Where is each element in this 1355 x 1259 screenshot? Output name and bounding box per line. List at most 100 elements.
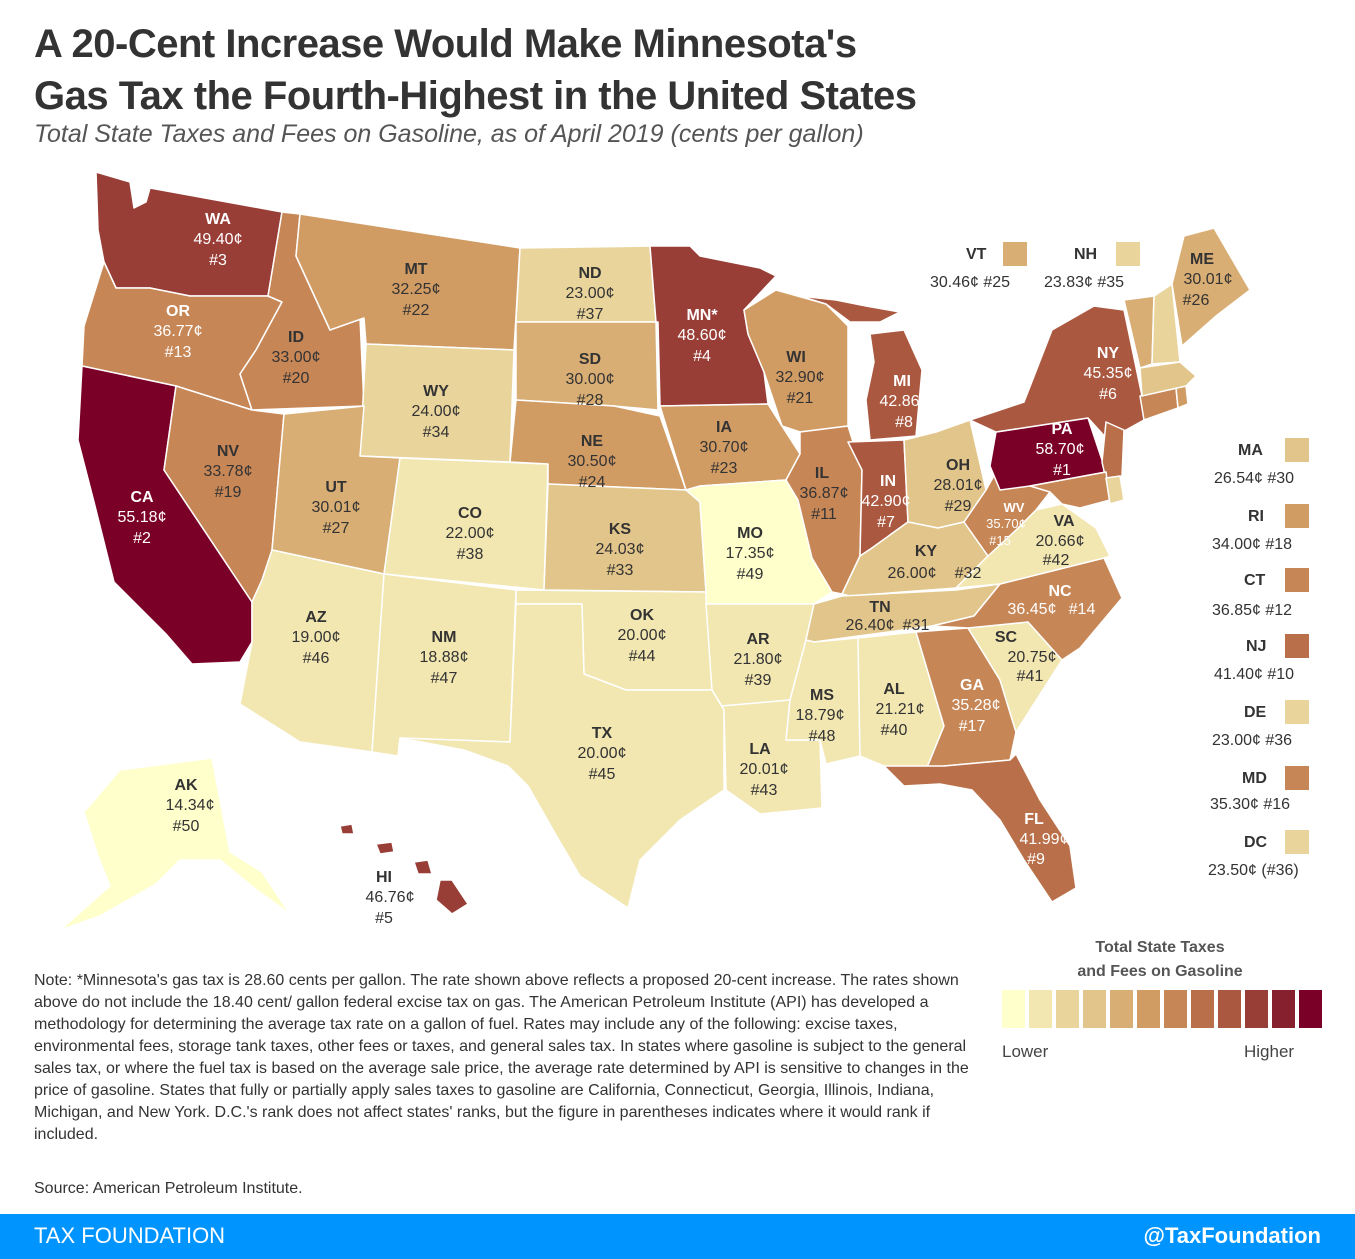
callout-dc-value: 23.50¢ (#36) <box>1208 862 1299 879</box>
footer-handle[interactable]: @TaxFoundation <box>1143 1223 1321 1248</box>
label-ut: UT 30.01¢ #27 <box>312 479 361 537</box>
legend-title: Total State Taxes and Fees on Gasoline <box>1000 936 1320 984</box>
svg-text:AK: AK <box>174 777 198 794</box>
svg-text:#8: #8 <box>895 414 913 431</box>
svg-text:NY: NY <box>1097 345 1120 362</box>
svg-text:#34: #34 <box>423 424 450 441</box>
svg-text:42.90¢: 42.90¢ <box>862 493 911 510</box>
legend-swatch-7 <box>1164 990 1187 1028</box>
label-az: AZ 19.00¢ #46 <box>292 609 341 667</box>
label-wy: WY 24.00¢ #34 <box>412 383 461 441</box>
legend-swatch-12 <box>1299 990 1322 1028</box>
svg-text:#2: #2 <box>133 530 151 547</box>
svg-text:PA: PA <box>1051 421 1072 438</box>
svg-text:36.45¢: 36.45¢ <box>1008 601 1057 618</box>
state-shape-wa[interactable] <box>95 171 283 297</box>
svg-text:#47: #47 <box>431 670 458 687</box>
state-shape-md[interactable] <box>1029 471 1111 509</box>
svg-text:#5: #5 <box>375 910 393 927</box>
svg-text:18.88¢: 18.88¢ <box>420 649 469 666</box>
label-wa: WA 49.40¢ #3 <box>194 211 243 269</box>
callout-nh-code: NH <box>1074 246 1098 263</box>
svg-text:32.90¢: 32.90¢ <box>776 369 825 386</box>
svg-text:55.18¢: 55.18¢ <box>118 509 167 526</box>
state-shape-sd[interactable] <box>515 321 659 411</box>
state-shape-hi-oahu[interactable] <box>375 841 395 855</box>
callout-md-swatch <box>1285 766 1309 790</box>
state-shape-hi-maui[interactable] <box>413 859 433 875</box>
svg-text:20.00¢: 20.00¢ <box>578 745 627 762</box>
legend-swatch-2 <box>1029 990 1052 1028</box>
svg-text:AL: AL <box>883 681 905 698</box>
svg-text:NV: NV <box>217 443 240 460</box>
state-shape-hi[interactable] <box>435 879 469 915</box>
callout-vt-code: VT <box>966 246 987 263</box>
state-shape-tx[interactable] <box>399 603 725 909</box>
callout-nj-code: NJ <box>1246 638 1267 655</box>
svg-text:35.28¢: 35.28¢ <box>952 697 1001 714</box>
svg-text:AZ: AZ <box>305 609 327 626</box>
svg-text:14.34¢: 14.34¢ <box>166 797 215 814</box>
svg-text:#4: #4 <box>693 348 711 365</box>
state-shape-mi-up[interactable] <box>799 295 901 323</box>
state-shape-ak[interactable] <box>59 757 291 931</box>
callout-md-code: MD <box>1242 770 1267 787</box>
svg-text:AR: AR <box>746 631 770 648</box>
svg-text:33.78¢: 33.78¢ <box>204 463 253 480</box>
chart-title: A 20-Cent Increase Would Make Minnesota'… <box>34 18 917 122</box>
svg-text:58.70¢: 58.70¢ <box>1036 441 1085 458</box>
svg-text:#40: #40 <box>881 722 908 739</box>
svg-text:24.03¢: 24.03¢ <box>596 541 645 558</box>
state-shape-me[interactable] <box>1171 227 1251 347</box>
label-ky: KY 26.00¢ #32 <box>888 543 982 582</box>
svg-text:20.01¢: 20.01¢ <box>740 761 789 778</box>
svg-text:GA: GA <box>960 677 984 694</box>
label-ms: MS 18.79¢ #48 <box>796 687 845 745</box>
svg-text:IL: IL <box>815 465 829 482</box>
label-sc: SC 20.75¢ #41 <box>995 629 1057 685</box>
state-shape-nc[interactable] <box>931 557 1123 661</box>
callout-de-value: 23.00¢ #36 <box>1212 732 1293 749</box>
svg-text:KY: KY <box>915 543 938 560</box>
svg-text:ND: ND <box>578 265 601 282</box>
label-va: VA 20.66¢ #42 <box>1036 513 1085 569</box>
svg-text:SC: SC <box>995 629 1018 646</box>
state-shape-co[interactable] <box>383 457 549 591</box>
svg-text:#20: #20 <box>283 370 310 387</box>
svg-text:LA: LA <box>749 741 771 758</box>
label-mn: MN* 48.60¢ #4 <box>678 307 727 365</box>
svg-text:22.00¢: 22.00¢ <box>446 525 495 542</box>
state-shape-ri[interactable] <box>1175 385 1189 409</box>
svg-text:36.87¢: 36.87¢ <box>800 485 849 502</box>
callout-md-value: 35.30¢ #16 <box>1210 796 1291 813</box>
label-mo: MO 17.35¢ #49 <box>726 525 775 583</box>
callout-ri-swatch <box>1285 504 1309 528</box>
svg-text:21.80¢: 21.80¢ <box>734 651 783 668</box>
state-shape-nj[interactable] <box>1101 421 1125 481</box>
svg-text:IA: IA <box>716 419 732 436</box>
svg-text:30.00¢: 30.00¢ <box>566 371 615 388</box>
footer-brand[interactable]: TAX FOUNDATION <box>34 1223 226 1248</box>
svg-text:49.40¢: 49.40¢ <box>194 231 243 248</box>
callout-dc-code: DC <box>1244 834 1268 851</box>
svg-text:HI: HI <box>376 869 392 886</box>
state-shape-hi-kauai[interactable] <box>339 823 355 835</box>
state-shape-fl[interactable] <box>883 753 1077 903</box>
svg-text:23.00¢: 23.00¢ <box>566 285 615 302</box>
state-shape-mi[interactable] <box>865 329 923 441</box>
svg-text:24.00¢: 24.00¢ <box>412 403 461 420</box>
svg-text:WV: WV <box>1004 500 1025 515</box>
svg-text:#32: #32 <box>955 565 982 582</box>
svg-text:21.21¢: 21.21¢ <box>876 701 925 718</box>
svg-text:OK: OK <box>630 607 654 624</box>
footer-bar: TAX FOUNDATION @TaxFoundation <box>0 1214 1355 1259</box>
label-pa: PA 58.70¢ #1 <box>1036 421 1085 479</box>
svg-text:30.70¢: 30.70¢ <box>700 439 749 456</box>
callout-ri-code: RI <box>1248 508 1264 525</box>
legend-swatch-8 <box>1191 990 1214 1028</box>
state-shape-de[interactable] <box>1105 475 1125 505</box>
svg-text:#38: #38 <box>457 546 484 563</box>
svg-text:18.79¢: 18.79¢ <box>796 707 845 724</box>
state-shape-nh[interactable] <box>1151 283 1181 365</box>
footnote: Note: *Minnesota's gas tax is 28.60 cent… <box>34 972 969 1143</box>
